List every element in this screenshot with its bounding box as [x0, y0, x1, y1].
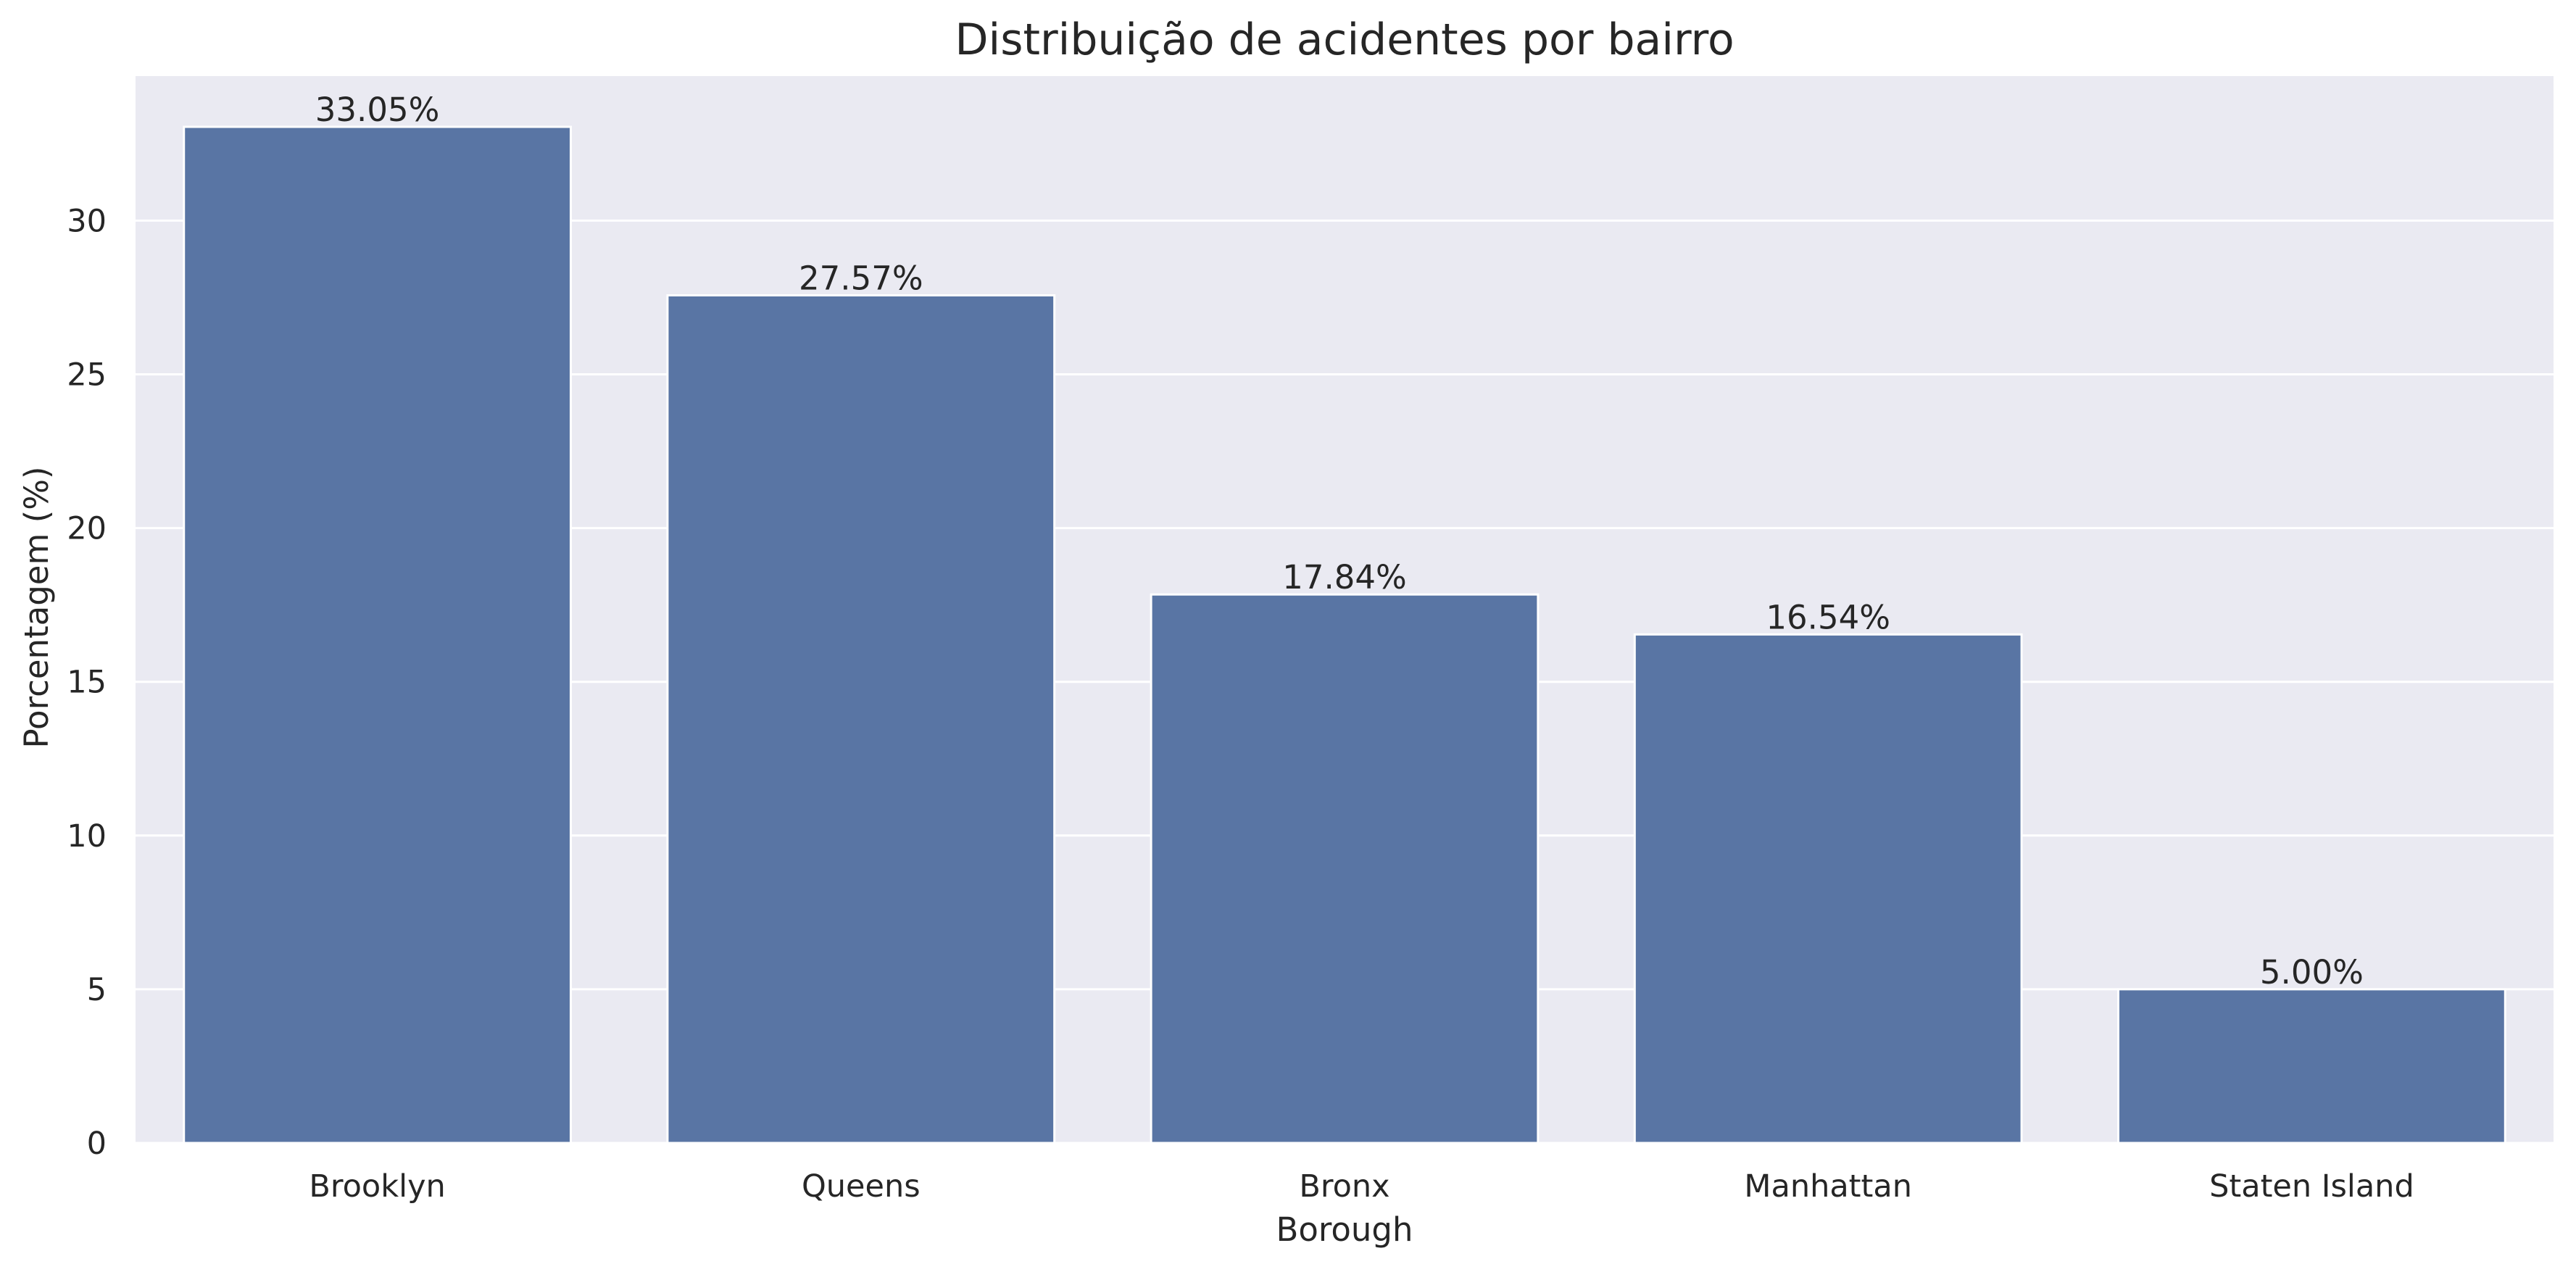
bar-bronx	[1150, 593, 1540, 1144]
x-tick-label: Brooklyn	[309, 1168, 445, 1205]
bars	[183, 125, 2506, 1144]
chart-title: Distribuição de acidentes por bairro	[955, 14, 1734, 65]
y-tick-label: 25	[67, 357, 107, 393]
bar-value-label: 33.05%	[315, 91, 440, 129]
bar-staten-island	[2117, 988, 2506, 1144]
bar-value-label: 27.57%	[799, 259, 923, 297]
bar-value-label: 17.84%	[1282, 558, 1407, 596]
x-tick-label: Manhattan	[1744, 1168, 1912, 1205]
x-tick-label: Queens	[802, 1168, 921, 1205]
y-tick-label: 15	[67, 665, 107, 701]
bar-queens	[666, 294, 1056, 1144]
x-tick-label: Staten Island	[2209, 1168, 2414, 1205]
y-tick-label: 0	[87, 1126, 107, 1162]
y-tick-label: 10	[67, 818, 107, 855]
bar-manhattan	[1633, 633, 2023, 1144]
y-axis-label: Porcentagem (%)	[17, 466, 56, 748]
x-axis-ticks: Brooklyn Queens Bronx Manhattan Staten Islan…	[309, 1168, 2414, 1205]
x-axis-label: Borough	[1276, 1210, 1413, 1249]
bar-value-label: 5.00%	[2260, 953, 2364, 992]
x-tick-label: Bronx	[1299, 1168, 1389, 1205]
y-tick-label: 20	[67, 511, 107, 547]
bar-value-label: 16.54%	[1766, 598, 1890, 636]
y-tick-label: 5	[87, 972, 107, 1008]
y-tick-label: 30	[67, 203, 107, 239]
y-axis-ticks: 0 5 10 15 20 25 30	[67, 203, 107, 1162]
data-labels: 33.05% 27.57% 17.84% 16.54% 5.00%	[315, 91, 2364, 992]
bar-brooklyn	[183, 125, 572, 1144]
